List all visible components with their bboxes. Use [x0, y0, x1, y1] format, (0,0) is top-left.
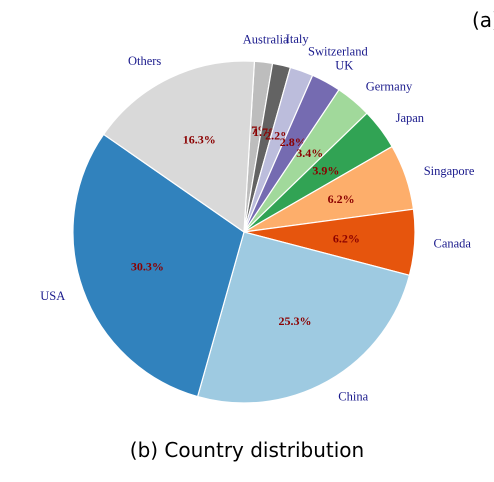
category-label-china: China: [338, 390, 368, 404]
pct-label-germany: 3.4%: [296, 146, 323, 160]
pie-chart: 1.7%Australia1.7%Italy2.2%Switzerland2.8…: [40, 32, 475, 404]
category-label-italy: Italy: [286, 32, 310, 46]
pct-label-usa: 30.3%: [131, 260, 164, 274]
pct-label-uk: 2.8%: [280, 135, 307, 149]
pie-slice-china: [196, 231, 411, 404]
category-label-uk: UK: [335, 59, 353, 73]
pct-label-others: 16.3%: [183, 133, 216, 147]
category-label-others: Others: [128, 54, 161, 68]
category-label-australia: Australia: [243, 32, 289, 46]
category-label-canada: Canada: [434, 237, 472, 251]
category-label-usa: USA: [40, 289, 65, 303]
figure-caption: (b) Country distribution: [129, 438, 365, 462]
category-label-germany: Germany: [366, 79, 413, 93]
pie-slice-others: [102, 60, 256, 234]
category-label-singapore: Singapore: [424, 164, 475, 178]
pct-label-canada: 6.2%: [333, 231, 360, 245]
pct-label-japan: 3.9%: [312, 163, 339, 177]
pct-label-singapore: 6.2%: [328, 192, 355, 206]
category-label-japan: Japan: [396, 111, 425, 125]
category-label-switzerland: Switzerland: [308, 44, 368, 58]
pct-label-china: 25.3%: [279, 314, 312, 328]
panel-tag: (a): [472, 8, 494, 32]
pie-slice-usa: [72, 133, 245, 398]
